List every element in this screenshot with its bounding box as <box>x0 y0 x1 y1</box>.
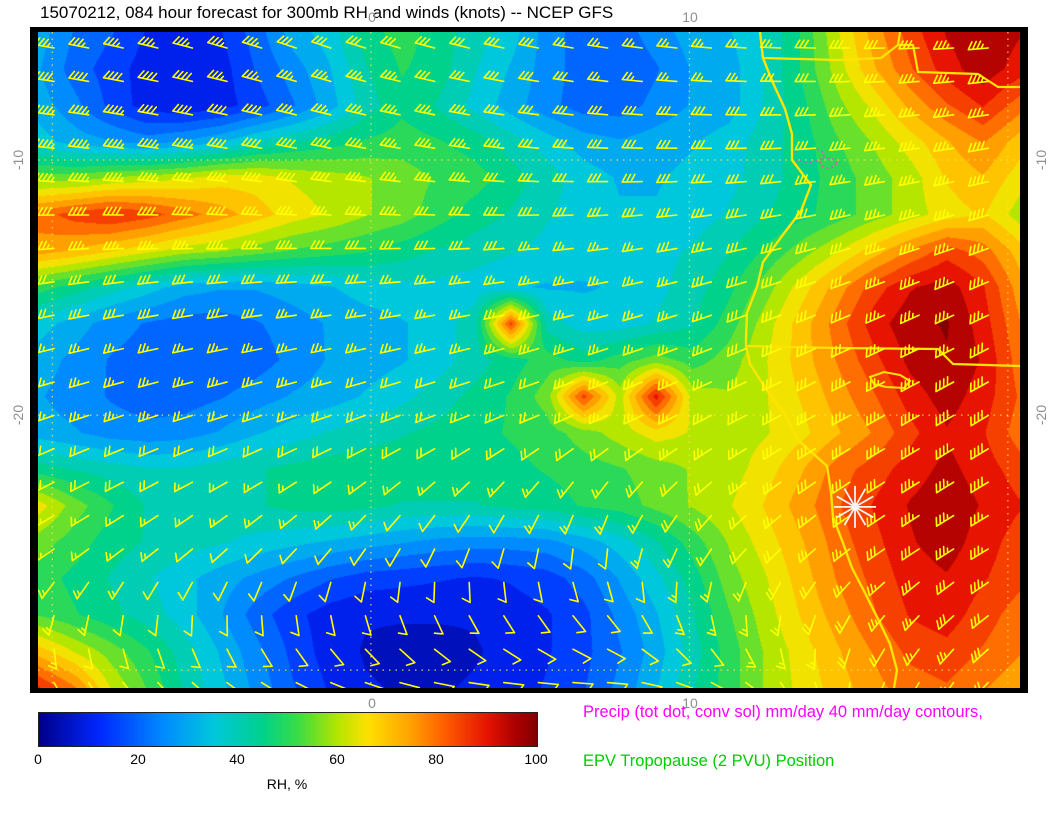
site-star-marker <box>834 485 876 528</box>
y-tick-right-20: -20 <box>1033 404 1049 426</box>
colorbar-tick-80: 80 <box>428 751 444 767</box>
salt-pan-outline <box>868 370 912 390</box>
country-border-0 <box>745 344 1020 368</box>
colorbar-label: RH, % <box>266 776 308 792</box>
legend-epv-tropopause: EPV Tropopause (2 PVU) Position <box>583 752 835 770</box>
colorbar-tick-60: 60 <box>329 751 345 767</box>
y-tick-left-20: -20 <box>10 404 26 426</box>
map-overlay <box>38 32 1020 688</box>
country-border-1 <box>762 43 1020 89</box>
legend-precip-contours: Precip (tot dot, conv sol) mm/day 40 mm/… <box>583 703 983 721</box>
x-tick-bottom-10: 10 <box>682 695 698 711</box>
x-tick-top-0: 0 <box>368 9 376 25</box>
colorbar-gradient <box>38 712 538 747</box>
y-tick-right-10: -10 <box>1033 149 1049 171</box>
map-frame <box>30 27 1028 693</box>
country-border-2 <box>896 32 902 46</box>
colorbar-tick-20: 20 <box>130 751 146 767</box>
coastline <box>744 32 899 688</box>
y-tick-left-10: -10 <box>10 149 26 171</box>
plot-title: 15070212, 084 hour forecast for 300mb RH… <box>40 3 614 22</box>
precip-contour-1 <box>819 157 837 169</box>
wind-barbs <box>38 35 989 688</box>
x-tick-top-10: 10 <box>682 9 698 25</box>
colorbar-tick-40: 40 <box>229 751 245 767</box>
x-tick-bottom-0: 0 <box>368 695 376 711</box>
colorbar-tick-100: 100 <box>524 751 548 767</box>
colorbar-tick-0: 0 <box>34 751 42 767</box>
